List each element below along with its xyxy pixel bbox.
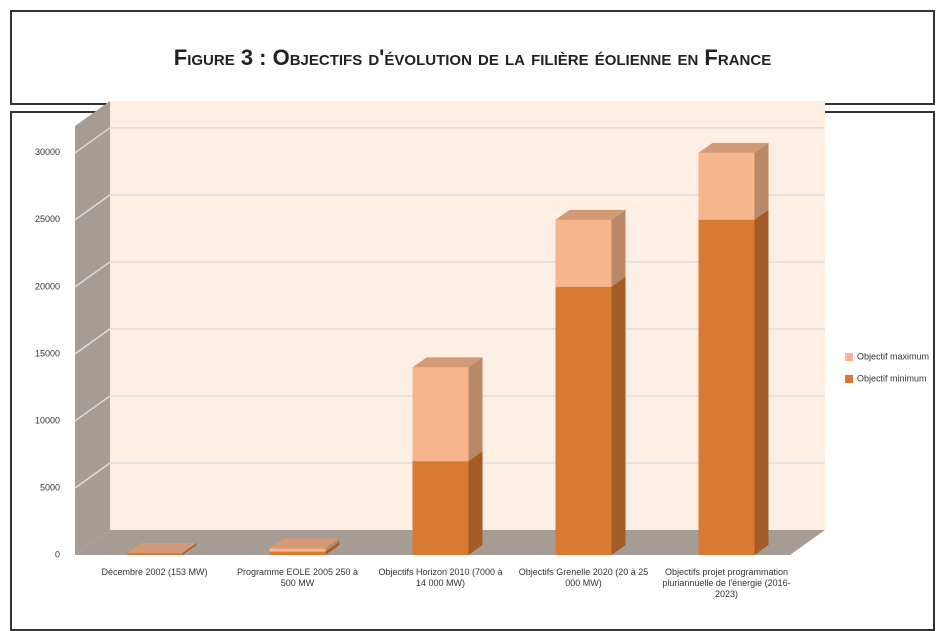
bar-top	[555, 209, 626, 220]
y-tick-label: 0	[55, 549, 60, 559]
bar-side	[754, 142, 769, 220]
bar-side	[611, 276, 626, 555]
x-tick-label: Décembre 2002 (153 MW)	[101, 567, 208, 577]
bar-side	[325, 541, 340, 555]
y-tick-label: 10000	[35, 415, 60, 425]
bar-side	[468, 357, 483, 462]
bar-side	[468, 451, 483, 555]
bar-side	[325, 538, 340, 552]
bar-segment	[269, 548, 326, 552]
grid-line	[74, 127, 111, 154]
grid-line	[74, 328, 111, 355]
y-tick-label: 20000	[35, 281, 60, 291]
y-tick-label: 25000	[35, 214, 60, 224]
legend-label: Objectif minimum	[857, 373, 927, 383]
y-tick-label: 5000	[40, 482, 60, 492]
bar-top	[698, 142, 769, 153]
y-tick-label: 15000	[35, 348, 60, 358]
legend-swatch	[845, 375, 853, 383]
bar-side	[182, 542, 197, 555]
figure-title: Figure 3 : Objectifs d'évolution de la f…	[173, 44, 772, 70]
grid-line	[74, 261, 111, 288]
bar-top	[126, 542, 197, 553]
bar-segment	[269, 551, 326, 555]
bar-segment	[698, 152, 755, 220]
bar-side	[754, 209, 769, 555]
side-wall	[75, 101, 110, 555]
x-tick-label: Objectifs Grenelle 2020 (20 à 25 000 MW)	[518, 567, 649, 588]
bar-top	[412, 357, 483, 368]
y-tick-label: 30000	[35, 147, 60, 157]
bar-segment	[126, 552, 183, 555]
back-wall	[110, 101, 825, 530]
bar-segment	[555, 219, 612, 287]
x-tick-label: Objectifs Horizon 2010 (7000 à 14 000 MW…	[378, 567, 503, 588]
legend-label: Objectif maximum	[857, 351, 929, 361]
bar-side	[611, 209, 626, 287]
grid-line	[74, 462, 111, 489]
grid-line	[74, 194, 111, 221]
bar-top	[269, 538, 340, 549]
legend-swatch	[845, 353, 853, 361]
grid-line	[74, 395, 111, 422]
x-tick-label: Objectifs projet programmation pluriannu…	[662, 567, 791, 599]
x-tick-label: Programme EOLE 2005 250 à 500 MW	[236, 567, 359, 588]
bar-segment	[412, 367, 469, 462]
bar-segment	[555, 286, 612, 555]
bar-segment	[412, 461, 469, 555]
bar-segment	[698, 219, 755, 555]
